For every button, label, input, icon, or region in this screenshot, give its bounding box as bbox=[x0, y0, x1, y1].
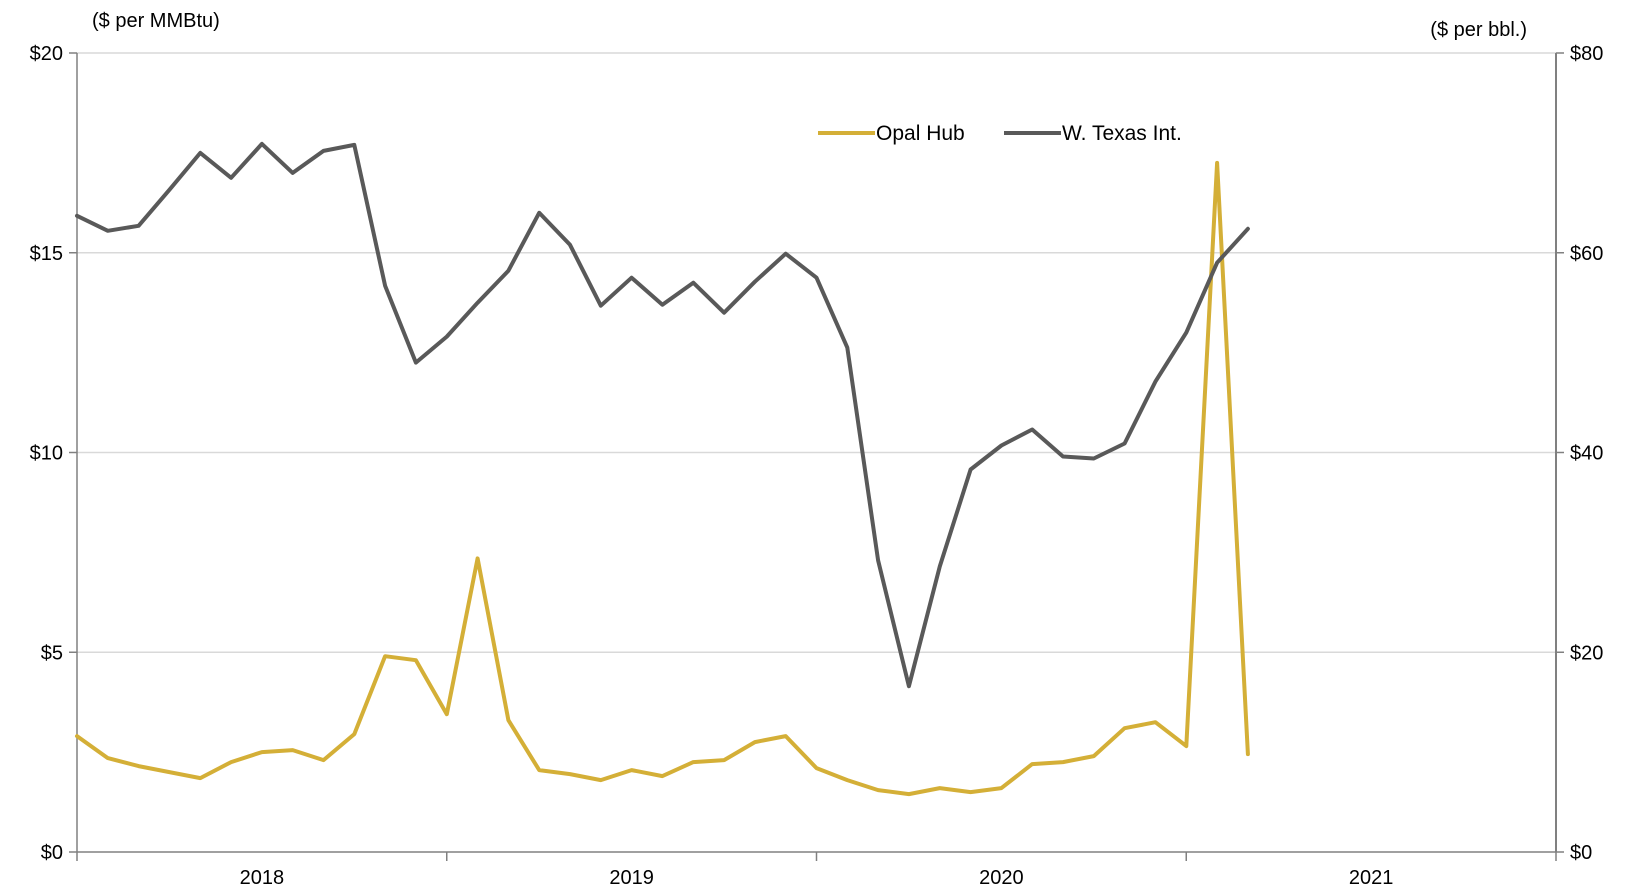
legend-label-wti: W. Texas Int. bbox=[1062, 122, 1182, 145]
right-tick-label: $40 bbox=[1570, 443, 1603, 465]
left-axis-unit-label: ($ per MMBtu) bbox=[92, 10, 220, 32]
x-tick-label: 2018 bbox=[240, 867, 285, 889]
right-tick-label: $60 bbox=[1570, 243, 1603, 265]
right-axis-unit-label: ($ per bbl.) bbox=[1430, 19, 1527, 41]
left-tick-label: $15 bbox=[30, 243, 63, 265]
legend-label-opal-hub: Opal Hub bbox=[876, 122, 965, 145]
left-tick-label: $0 bbox=[41, 842, 63, 864]
x-tick-label: 2019 bbox=[609, 867, 654, 889]
left-tick-label: $5 bbox=[41, 642, 63, 664]
series-lines bbox=[77, 144, 1248, 794]
series-line-opal-hub bbox=[77, 163, 1248, 794]
left-tick-label: $20 bbox=[30, 43, 63, 65]
x-tick-label: 2020 bbox=[979, 867, 1024, 889]
x-tick-label: 2021 bbox=[1349, 867, 1394, 889]
left-tick-label: $10 bbox=[30, 443, 63, 465]
right-tick-label: $20 bbox=[1570, 642, 1603, 664]
right-tick-label: $80 bbox=[1570, 43, 1603, 65]
gridlines bbox=[77, 53, 1556, 652]
right-tick-label: $0 bbox=[1570, 842, 1592, 864]
series-line-wti bbox=[77, 144, 1248, 686]
legend: Opal Hub W. Texas Int. bbox=[818, 122, 1182, 145]
tick-labels: $0 $0 $5 $20 $10 $40 $15 $60 $20 $80 2018 2019 2020 2… bbox=[30, 43, 1604, 889]
